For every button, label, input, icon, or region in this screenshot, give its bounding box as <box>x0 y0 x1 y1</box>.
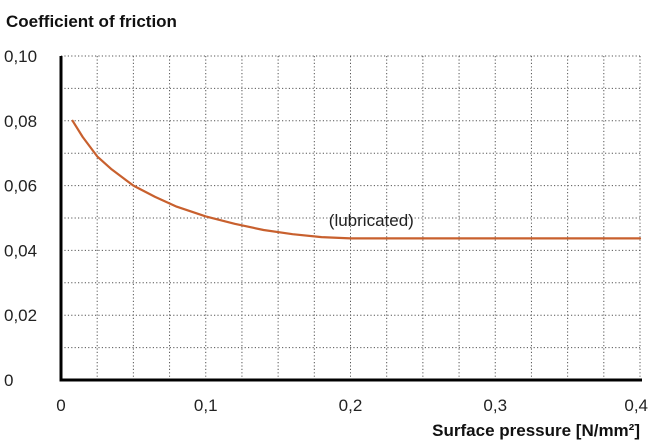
axes <box>59 56 642 382</box>
y-tick-label: 0,10 <box>4 47 37 66</box>
grid <box>61 55 641 380</box>
y-axis-title: Coefficient of friction <box>6 12 177 31</box>
tick-labels: 0 0,02 0,04 0,06 0,08 0,10 0 0,1 0,2 0,3 0,4 <box>4 47 648 415</box>
friction-curve <box>71 119 642 240</box>
annotations: (lubricated) <box>329 211 414 230</box>
x-tick-label: 0,1 <box>194 396 218 415</box>
y-tick-label: 0,06 <box>4 177 37 196</box>
series-layer <box>71 119 642 240</box>
y-tick-label: 0,04 <box>4 241 37 260</box>
x-axis-title: Surface pressure [N/mm²] <box>432 421 640 440</box>
y-tick-label: 0 <box>4 371 13 390</box>
x-tick-label: 0,3 <box>483 396 507 415</box>
curve-annotation: (lubricated) <box>329 211 414 230</box>
y-tick-label: 0,02 <box>4 306 37 325</box>
x-tick-label: 0,2 <box>339 396 363 415</box>
y-tick-label: 0,08 <box>4 112 37 131</box>
x-tick-label: 0,4 <box>624 396 648 415</box>
x-tick-label: 0 <box>56 396 65 415</box>
